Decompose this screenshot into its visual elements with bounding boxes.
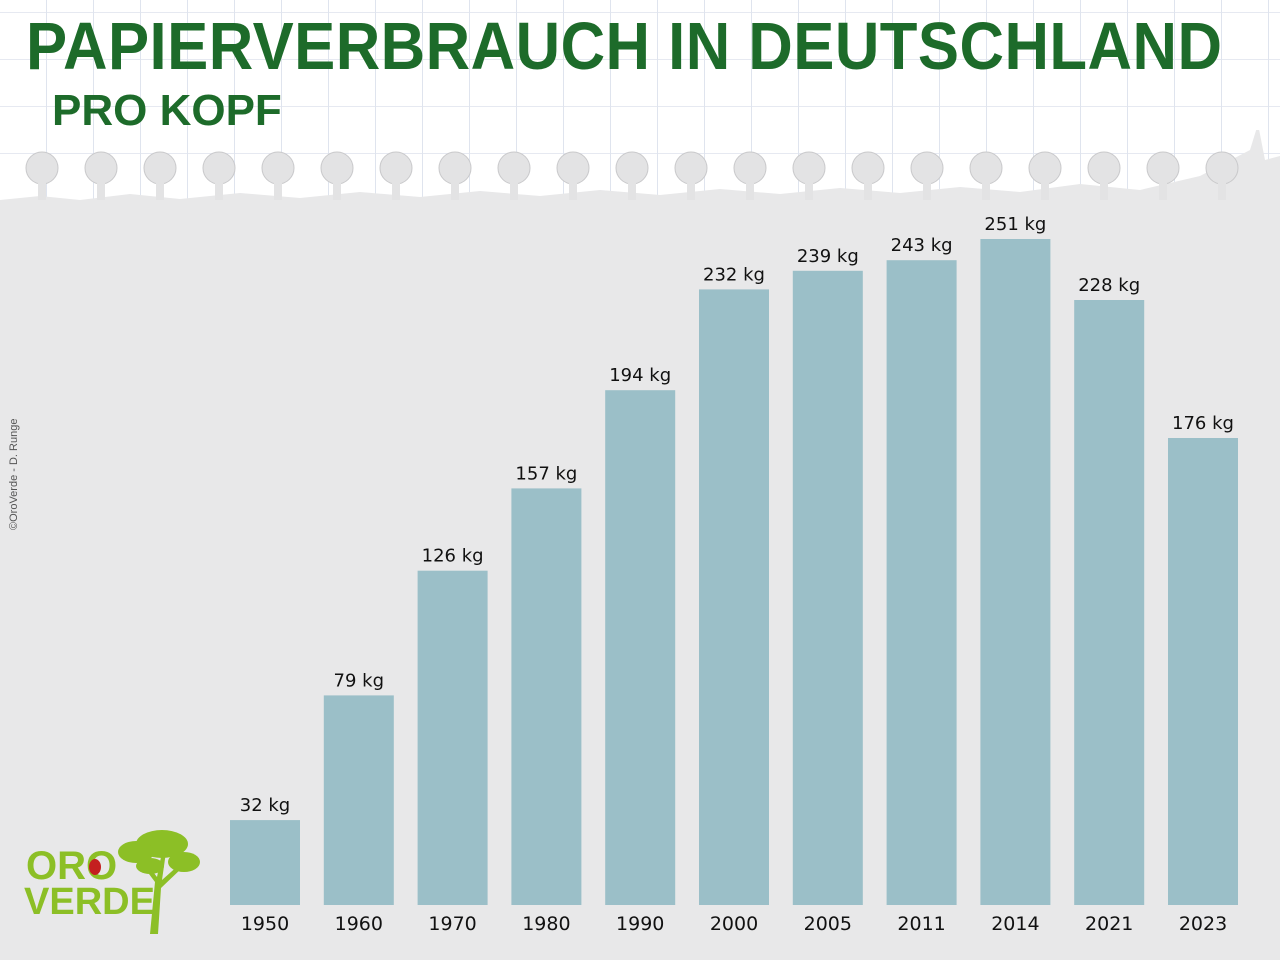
value-label-1970: 126 kg: [422, 546, 484, 567]
binding-hole-slot: [333, 180, 341, 200]
bar-1990: [605, 390, 676, 905]
binding-hole-slot: [687, 180, 695, 200]
binding-hole-slot: [215, 180, 223, 200]
binding-hole-slot: [628, 180, 636, 200]
x-tick-label-group: 1950 1960 1970 1980 1990 2000 2005 2011 2014 2021…: [241, 913, 1227, 935]
x-tick-label-1980: 1980: [522, 913, 570, 935]
bar-1960: [323, 695, 394, 905]
logo-word-verde: VERDE: [24, 881, 155, 923]
binding-hole-slot: [805, 180, 813, 200]
binding-hole-slot: [864, 180, 872, 200]
binding-hole-slot: [274, 180, 282, 200]
x-tick-label-1970: 1970: [428, 913, 476, 935]
x-tick-label-2011: 2011: [897, 913, 945, 935]
value-label-1950: 32 kg: [240, 795, 290, 816]
binding-hole-slot: [1218, 180, 1226, 200]
bar-2011: [886, 260, 957, 905]
value-label-2023: 176 kg: [1172, 413, 1234, 434]
binding-hole-slot: [1100, 180, 1108, 200]
bar-2023: [1168, 438, 1238, 905]
x-tick-label-1950: 1950: [241, 913, 289, 935]
bar-1970: [417, 570, 488, 905]
x-tick-label-2021: 2021: [1085, 913, 1133, 935]
chart-subtitle: PRO KOPF: [52, 86, 282, 135]
x-tick-label-1960: 1960: [335, 913, 383, 935]
binding-hole-slot: [97, 180, 105, 200]
x-tick-label-1990: 1990: [616, 913, 664, 935]
logo-word-oro: ORO: [26, 844, 118, 888]
chart-title: PAPIERVERBRAUCH IN DEUTSCHLAND: [26, 9, 1223, 84]
value-label-2005: 239 kg: [797, 246, 859, 267]
bar-2021: [1074, 300, 1145, 905]
binding-hole-slot: [392, 180, 400, 200]
value-label-2014: 251 kg: [984, 214, 1046, 235]
bar-2014: [980, 239, 1051, 905]
value-label-1980: 157 kg: [515, 463, 577, 484]
value-label-2000: 232 kg: [703, 264, 765, 285]
bar-1980: [511, 488, 582, 905]
value-label-2021: 228 kg: [1078, 275, 1140, 296]
value-label-1960: 79 kg: [334, 670, 384, 691]
binding-hole-slot: [569, 180, 577, 200]
bar-2000: [699, 289, 769, 905]
x-tick-label-2023: 2023: [1179, 913, 1227, 935]
value-label-2011: 243 kg: [891, 235, 953, 256]
x-tick-label-2014: 2014: [991, 913, 1039, 935]
value-label-1990: 194 kg: [609, 365, 671, 386]
value-label-group: 32 kg 79 kg 126 kg 157 kg 194 kg 232 kg 239 kg…: [240, 214, 1234, 816]
logo-red-dot: [89, 859, 101, 875]
x-tick-label-2005: 2005: [804, 913, 852, 935]
bar-1950: [230, 820, 300, 905]
bar-group: [230, 239, 1238, 905]
logo-text-verde: VERDE: [24, 882, 155, 922]
notepad-header: PAPIERVERBRAUCH IN DEUTSCHLAND PRO KOPF: [0, 0, 1280, 220]
binding-hole-slot: [156, 180, 164, 200]
binding-hole-slot: [1041, 180, 1049, 200]
logo-text-oro: ORO: [26, 846, 117, 886]
binding-hole-slot: [923, 180, 931, 200]
x-tick-label-2000: 2000: [710, 913, 758, 935]
binding-hole-slot: [746, 180, 754, 200]
oroverde-logo: ORO VERDE: [22, 822, 212, 942]
binding-hole-slot: [451, 180, 459, 200]
binding-hole-slot: [38, 180, 46, 200]
bar-2005: [792, 270, 863, 905]
binding-hole-slot: [1159, 180, 1167, 200]
notepad-binding-holes: [0, 130, 1280, 220]
binding-hole-slot: [510, 180, 518, 200]
tree-icon: [118, 830, 200, 934]
binding-hole-slot: [982, 180, 990, 200]
